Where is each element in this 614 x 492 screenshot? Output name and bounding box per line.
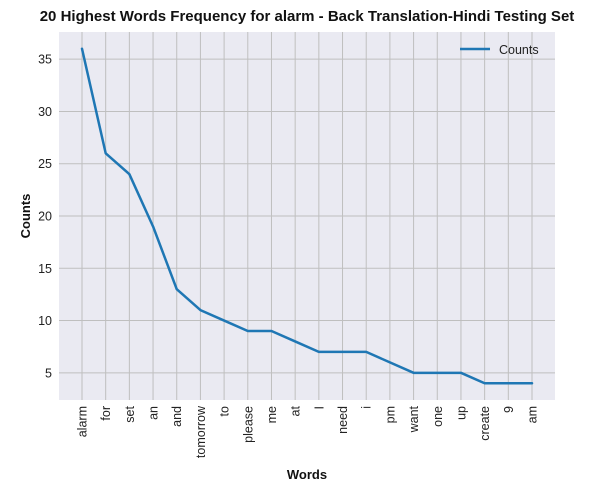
x-tick-label: tomorrow [194,405,208,458]
x-tick-label: one [431,406,445,427]
x-tick-label: me [265,406,279,423]
x-tick-label: 9 [502,406,516,413]
x-tick-label: i [360,406,374,409]
x-tick-label: and [170,406,184,427]
series-layer [80,47,534,385]
x-axis-label: Words [287,467,327,482]
x-tick-label: pm [383,406,397,423]
legend-label-counts: Counts [499,43,539,57]
x-tick-label: want [407,405,421,433]
y-axis-label: Counts [18,194,33,239]
chart-title: 20 Highest Words Frequency for alarm - B… [40,8,575,25]
x-tick-label: am [526,406,540,423]
series-line-counts [80,47,534,385]
y-tick-label: 25 [38,157,52,171]
grid-lines [59,32,555,400]
y-tick-label: 35 [38,53,52,67]
y-tick-label: 20 [38,210,52,224]
legend: Counts [460,43,539,57]
x-tick-label: create [478,406,492,441]
y-tick-label: 10 [38,314,52,328]
x-tick-label: set [123,405,137,422]
x-tick-label: up [454,406,468,420]
x-tick-label: alarm [76,406,90,437]
x-tick-label: to [218,406,232,416]
x-tick-label: need [336,406,350,434]
x-tick-label: for [99,406,113,421]
y-tick-label: 5 [45,366,52,380]
x-tick-label: an [147,406,161,420]
y-axis-ticks: 5 10 15 20 25 30 35 [38,53,52,381]
x-tick-label: at [289,405,303,416]
y-tick-label: 15 [38,262,52,276]
x-tick-label: please [241,406,255,443]
x-tick-label: I [312,406,326,409]
y-tick-label: 30 [38,105,52,119]
